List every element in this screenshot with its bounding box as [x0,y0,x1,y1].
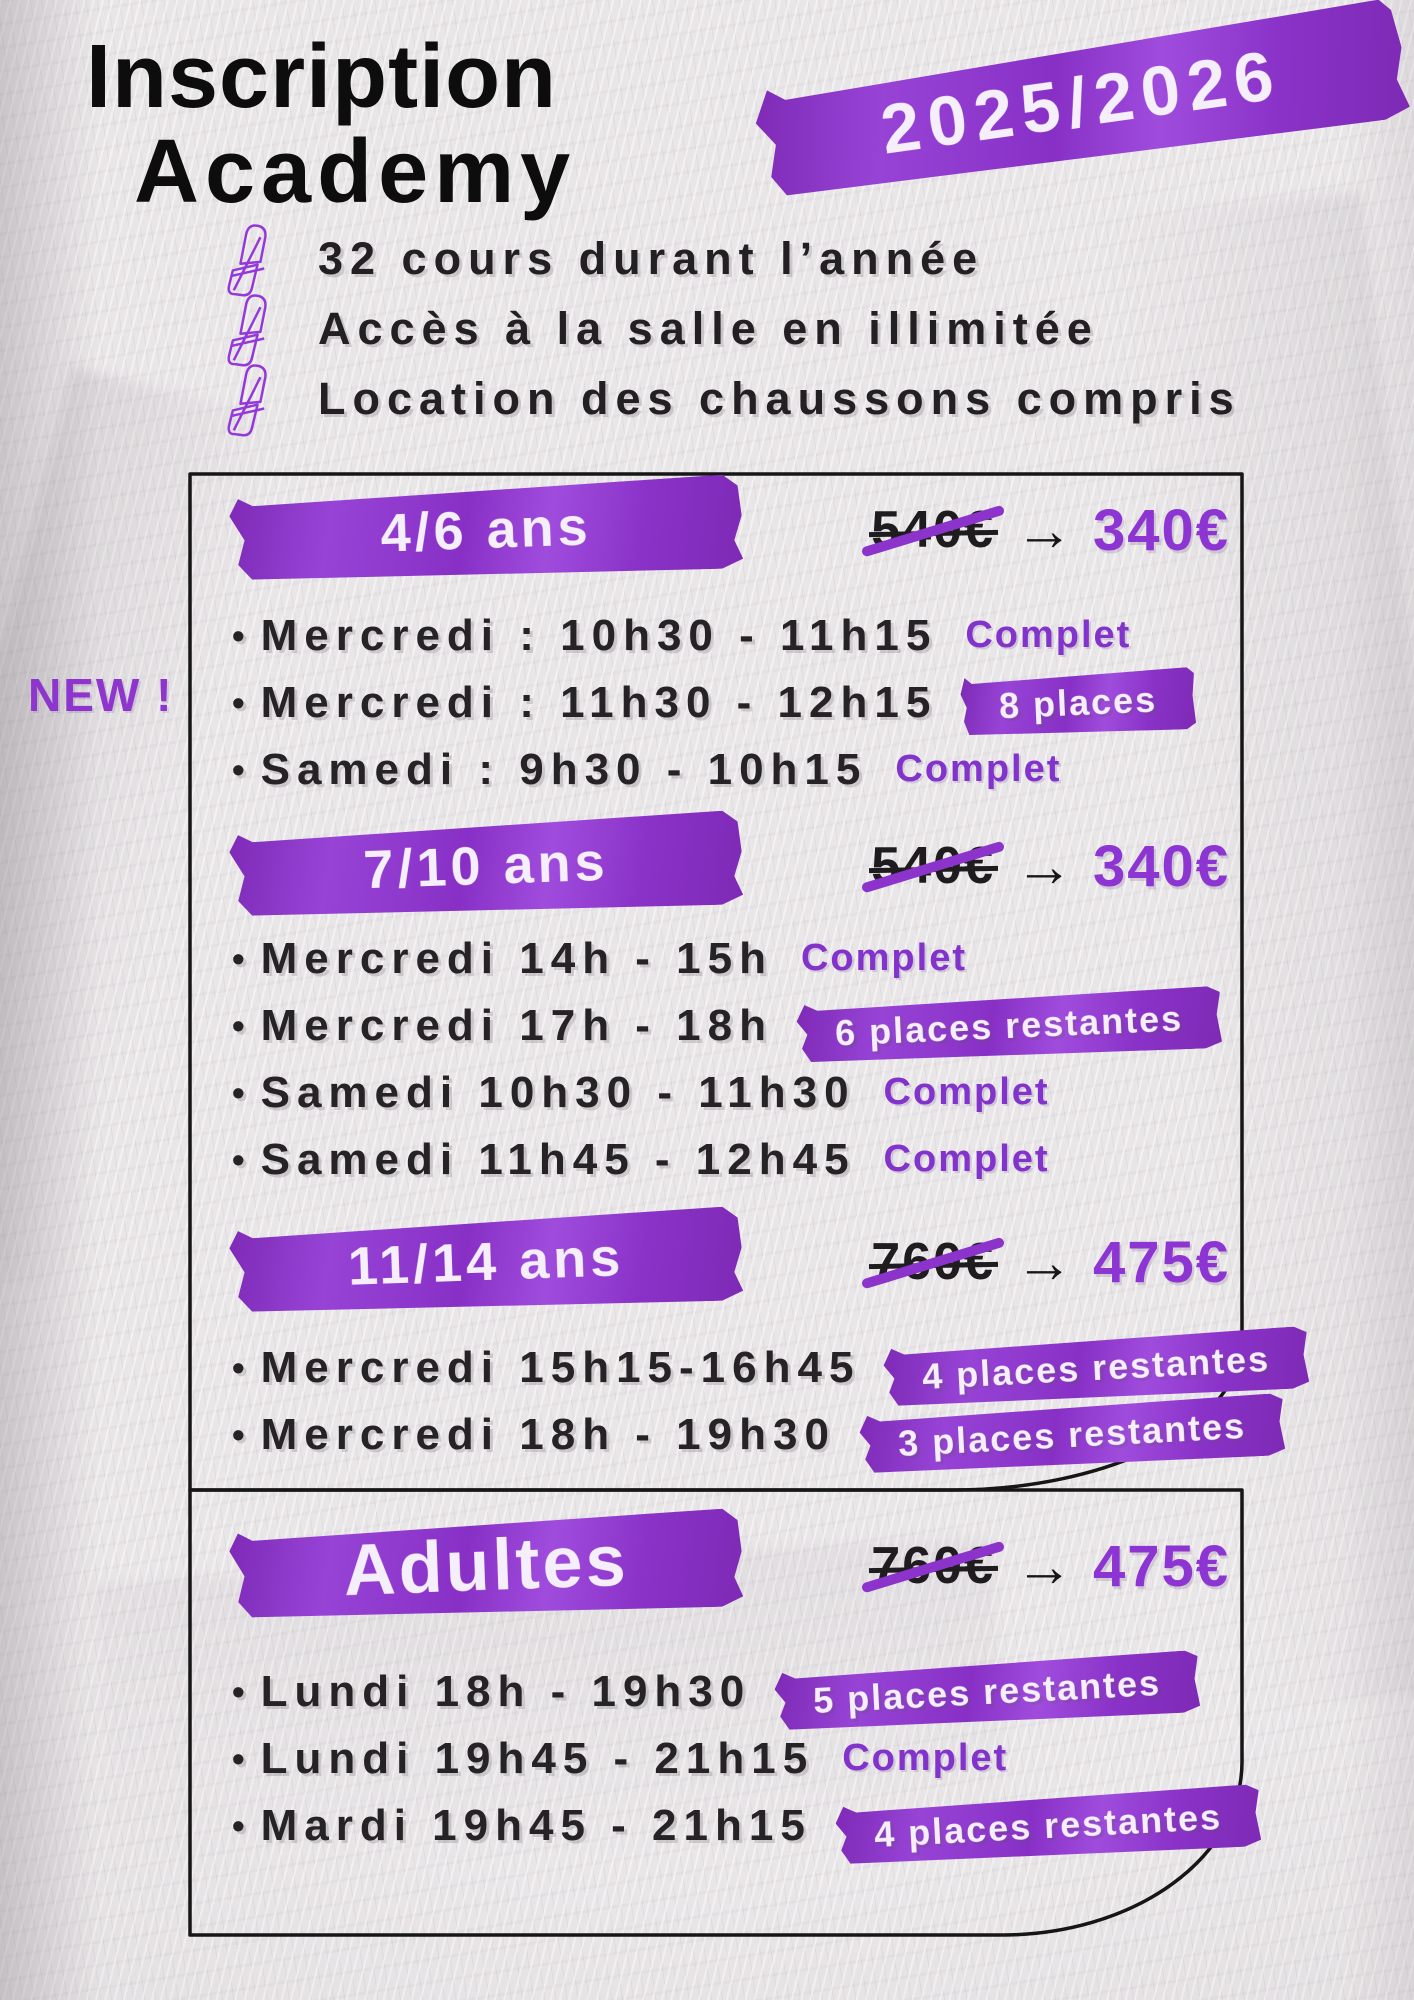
course-time: Mercredi : 11h30 - 12h15 [260,677,938,727]
course-list: • Mercredi : 10h30 - 11h15 Complet • Mer… [190,602,1244,803]
section-label: 4/6 ans [379,496,593,564]
price-arrow-icon: → [1014,833,1073,899]
course-list: • Lundi 18h - 19h30 5 places restantes •… [190,1658,1244,1859]
benefit-label: Location des chaussons compris [318,373,1241,424]
new-price: 340€ [1092,497,1230,563]
old-price: 540€ [860,836,1006,896]
bullet-icon: • [232,1670,245,1712]
course-row: • Samedi : 9h30 - 10h15 Complet [190,736,1244,803]
academy-logo-icon [227,364,267,437]
bullet-icon: • [232,937,245,979]
price-arrow-icon: → [1014,1533,1073,1599]
course-time: Samedi 10h30 - 11h30 [260,1067,856,1117]
status-complet: Complet [895,748,1062,790]
new-badge: NEW ! [28,669,174,721]
page-title-line1: Inscription [86,27,558,127]
old-price: 760€ [860,1536,1006,1596]
schedule-section: 7/10 ans 540€ → 340€ • Mercredi 14h - 15… [190,816,1244,1193]
course-time: Mercredi 18h - 19h30 [260,1409,836,1459]
bullet-icon: • [232,1346,245,1388]
bullet-icon: • [232,1004,245,1046]
benefit-item: Accès à la salle en illimitée [220,294,1241,367]
course-time: Lundi 18h - 19h30 [260,1666,752,1716]
schedule-section: 4/6 ans 540€ → 340€ • Mercredi : 10h30 -… [190,480,1244,803]
course-row: • Mercredi 18h - 19h30 3 places restante… [190,1401,1244,1468]
price-group: 760€ → 475€ [860,1229,1244,1296]
section-label-tape: Adultes [228,1508,743,1624]
bullet-icon: • [232,1737,245,1779]
course-row: • Mercredi 15h15-16h45 4 places restante… [190,1334,1244,1401]
price-arrow-icon: → [1014,1229,1073,1295]
course-list: • Mercredi 14h - 15h Complet • Mercredi … [190,925,1244,1193]
places-remaining-tape: 3 places restantes [859,1392,1286,1476]
status-complet: Complet [800,937,967,979]
places-remaining-tape: 5 places restantes [774,1649,1201,1733]
benefit-item: 32 cours durant l’année [220,224,1241,297]
academy-logo-icon [227,224,267,297]
course-row: • Samedi 10h30 - 11h30 Complet [190,1059,1244,1126]
course-time: Samedi : 9h30 - 10h15 [260,744,868,794]
places-remaining-tape: 4 places restantes [834,1783,1261,1867]
section-label: 11/14 ans [346,1227,626,1297]
price-group: 760€ → 475€ [860,1533,1244,1600]
status-complet: Complet [883,1138,1050,1180]
section-label: 7/10 ans [362,831,610,901]
section-label-tape: 4/6 ans [229,474,744,586]
bullet-icon: • [232,614,245,656]
bullet-icon: • [232,1138,245,1180]
course-time: Samedi 11h45 - 12h45 [260,1134,856,1184]
bullet-icon: • [232,681,245,723]
page-title: Inscription Academy [86,30,576,220]
benefit-label: Accès à la salle en illimitée [318,303,1099,354]
bullet-icon: • [232,1413,245,1455]
course-time: Mardi 19h45 - 21h15 [260,1800,812,1850]
page-title-line2: Academy [134,122,577,222]
course-row: • Lundi 18h - 19h30 5 places restantes [190,1658,1244,1725]
price-group: 540€ → 340€ [860,497,1244,564]
bullet-icon: • [232,748,245,790]
benefit-label: 32 cours durant l’année [318,233,985,284]
benefit-item: Location des chaussons compris [220,364,1241,437]
course-time: Mercredi 14h - 15h [260,933,773,983]
course-time: Mercredi 15h15-16h45 [260,1342,861,1392]
course-list: • Mercredi 15h15-16h45 4 places restante… [190,1334,1244,1468]
new-price: 475€ [1092,1533,1230,1599]
bullet-icon: • [232,1804,245,1846]
academy-logo-icon [227,294,267,367]
benefits-list: 32 cours durant l’année Accès à la salle… [220,224,1241,437]
section-header: 4/6 ans 540€ → 340€ [190,480,1244,580]
new-price: 475€ [1092,1229,1230,1295]
status-complet: Complet [883,1071,1050,1113]
course-time: Mercredi : 10h30 - 11h15 [260,610,938,660]
course-row: • Mardi 19h45 - 21h15 4 places restantes [190,1792,1244,1859]
bullet-icon: • [232,1071,245,1113]
places-remaining-tape: 8 places [960,666,1197,738]
course-row: • Mercredi 17h - 18h 6 places restantes [190,992,1244,1059]
section-header: 11/14 ans 760€ → 475€ [190,1212,1244,1312]
section-label-tape: 11/14 ans [229,1206,744,1318]
schedule-section: Adultes 760€ → 475€ • Lundi 18h - 19h30 … [190,1516,1244,1859]
old-price: 540€ [860,500,1006,560]
places-remaining-tape: 6 places restantes [796,985,1222,1065]
section-header: 7/10 ans 540€ → 340€ [190,816,1244,916]
status-complet: Complet [965,614,1132,656]
status-complet: Complet [842,1737,1009,1779]
course-row: • Lundi 19h45 - 21h15 Complet [190,1725,1244,1792]
section-header: Adultes 760€ → 475€ [190,1516,1244,1616]
new-price: 340€ [1092,833,1230,899]
section-label-tape: 7/10 ans [229,810,744,922]
price-arrow-icon: → [1014,497,1073,563]
old-price: 760€ [860,1232,1006,1292]
course-time: Mercredi 17h - 18h [260,1000,773,1050]
section-label: Adultes [342,1521,630,1611]
course-row: • Samedi 11h45 - 12h45 Complet [190,1126,1244,1193]
course-row: • Mercredi 14h - 15h Complet [190,925,1244,992]
course-row: • Mercredi : 10h30 - 11h15 Complet [190,602,1244,669]
price-group: 540€ → 340€ [860,833,1244,900]
schedule-section: 11/14 ans 760€ → 475€ • Mercredi 15h15-1… [190,1212,1244,1468]
course-time: Lundi 19h45 - 21h15 [260,1733,815,1783]
course-row: • Mercredi : 11h30 - 12h15 8 places [190,669,1244,736]
